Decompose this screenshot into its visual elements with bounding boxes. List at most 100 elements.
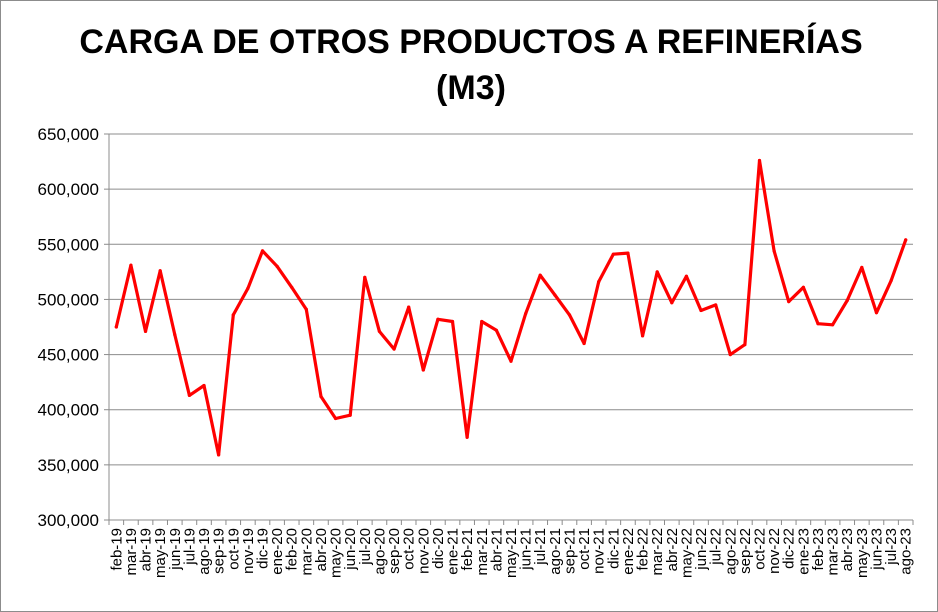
data-point <box>772 249 776 253</box>
x-tick-label: feb-23 <box>810 528 827 571</box>
data-point <box>728 352 732 357</box>
x-tick-label: oct-19 <box>225 528 242 570</box>
x-tick-label: ene-22 <box>620 528 637 575</box>
x-tick-label: ago-20 <box>371 528 388 575</box>
data-point <box>611 252 615 256</box>
x-tick-label: feb-22 <box>635 528 652 571</box>
data-point <box>787 300 791 304</box>
data-point <box>538 273 542 277</box>
x-tick-label: mar-23 <box>825 528 842 576</box>
x-tick-label: jul-21 <box>532 528 549 566</box>
data-point <box>260 249 265 253</box>
x-tick-label: ene-21 <box>445 528 462 575</box>
x-tick-label: jul-20 <box>357 528 374 566</box>
x-tick-label: oct-21 <box>576 528 593 570</box>
data-point <box>363 275 367 279</box>
data-point <box>114 325 118 329</box>
data-point <box>231 313 235 317</box>
data-point <box>333 416 338 421</box>
x-tick-label: dic-19 <box>254 528 271 569</box>
data-point <box>392 347 396 351</box>
y-tick-label: 600,000 <box>38 180 99 199</box>
x-tick-label: jun-19 <box>167 528 184 571</box>
chart-title-line-1: CARGA DE OTROS PRODUCTOS A REFINERÍAS <box>79 23 863 61</box>
x-tick-label: may-19 <box>152 528 169 578</box>
data-point <box>319 394 323 399</box>
x-tick-label: mar-19 <box>123 528 140 576</box>
data-point <box>480 319 484 324</box>
data-point <box>816 322 820 326</box>
data-point <box>275 264 279 268</box>
x-tick-label: may-23 <box>854 528 871 578</box>
chart-title-line-2: (M3) <box>436 69 506 107</box>
data-point <box>904 238 908 242</box>
x-tick-label: jun-23 <box>868 528 885 571</box>
data-point <box>407 305 411 309</box>
data-point <box>348 413 352 417</box>
y-tick-label: 500,000 <box>38 290 99 309</box>
data-point <box>626 251 630 255</box>
data-point <box>874 311 879 315</box>
data-point <box>670 301 674 305</box>
x-tick-label: nov-20 <box>415 528 432 574</box>
data-point <box>158 269 162 273</box>
x-tick-label: sep-21 <box>561 528 578 574</box>
data-point <box>655 270 659 274</box>
x-tick-label: sep-20 <box>386 528 403 574</box>
data-point <box>684 274 689 278</box>
y-tick-label: 350,000 <box>38 456 99 475</box>
y-tick-label: 300,000 <box>38 511 99 530</box>
x-tick-label: ago-23 <box>898 528 915 575</box>
y-tick-label: 550,000 <box>38 235 99 254</box>
data-point <box>567 313 572 317</box>
data-point <box>246 286 250 290</box>
data-point <box>597 280 601 284</box>
x-tick-label: abr-19 <box>138 528 155 571</box>
x-tick-label: may-22 <box>678 528 695 578</box>
x-tick-label: abr-22 <box>664 528 681 571</box>
data-point <box>509 359 513 363</box>
data-point <box>129 263 133 267</box>
data-point <box>831 323 835 327</box>
x-tick-label: dic-22 <box>781 528 798 569</box>
x-tick-label: ene-23 <box>795 528 812 575</box>
x-tick-label: oct-20 <box>401 528 418 570</box>
chart-title: CARGA DE OTROS PRODUCTOS A REFINERÍAS (M… <box>61 19 881 111</box>
x-tick-label: jul-19 <box>181 528 198 566</box>
x-tick-label: feb-21 <box>459 528 476 571</box>
x-tick-label: mar-22 <box>649 528 666 576</box>
y-tick-label: 450,000 <box>38 346 99 365</box>
data-point <box>465 435 469 439</box>
data-point <box>187 393 191 397</box>
data-point <box>421 368 425 372</box>
data-point <box>743 343 747 347</box>
data-point <box>304 307 308 311</box>
data-point <box>714 303 718 307</box>
data-point <box>436 317 440 321</box>
x-tick-label: nov-21 <box>591 528 608 574</box>
series-line <box>114 158 908 457</box>
data-point <box>553 293 557 297</box>
x-tick-label: nov-19 <box>240 528 257 574</box>
x-tick-label: ago-21 <box>547 528 564 575</box>
data-point <box>450 319 455 324</box>
x-tick-label: ago-19 <box>196 528 213 575</box>
data-point <box>524 312 528 316</box>
data-point <box>699 308 703 313</box>
x-tick-label: ene-20 <box>269 528 286 575</box>
x-tick-label: may-21 <box>503 528 520 578</box>
data-point <box>801 285 805 289</box>
x-tick-label: mar-21 <box>474 528 491 576</box>
x-tick-label: sep-22 <box>737 528 754 574</box>
x-tick-label: jun-21 <box>518 528 535 571</box>
x-tick-label: feb-19 <box>108 528 125 571</box>
x-tick-label: feb-20 <box>284 528 301 571</box>
data-point <box>143 329 148 334</box>
data-point <box>860 265 864 270</box>
x-tick-label: abr-23 <box>839 528 856 571</box>
data-point <box>377 329 382 334</box>
data-point <box>217 453 221 457</box>
x-tick-label: mar-20 <box>298 528 315 576</box>
